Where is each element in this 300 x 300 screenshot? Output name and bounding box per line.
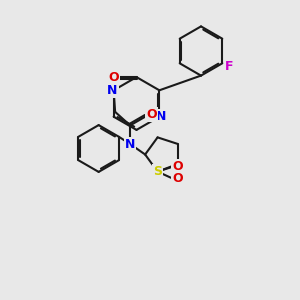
Text: F: F: [225, 60, 233, 73]
Text: O: O: [172, 172, 183, 185]
Text: N: N: [155, 110, 166, 123]
Text: N: N: [107, 84, 118, 97]
Text: N: N: [125, 137, 135, 151]
Text: O: O: [172, 160, 183, 173]
Text: S: S: [153, 165, 162, 178]
Text: O: O: [146, 108, 157, 122]
Text: O: O: [109, 70, 119, 84]
